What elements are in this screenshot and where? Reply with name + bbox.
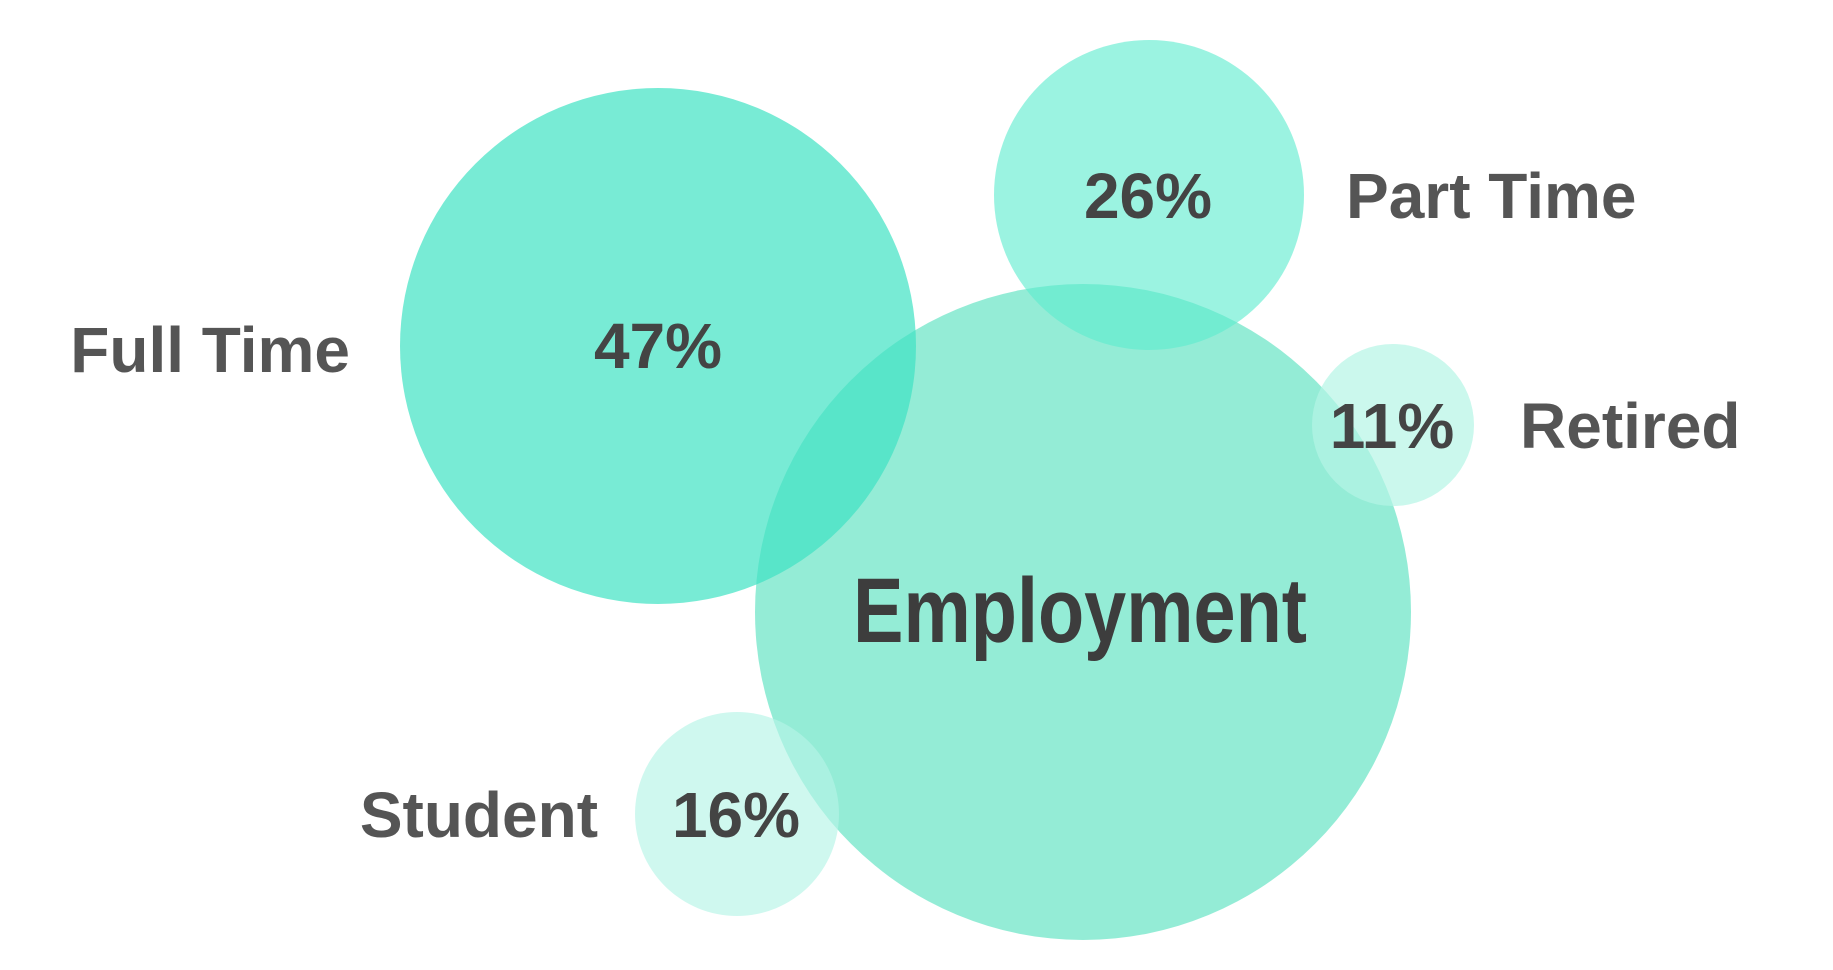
bubble-retired [1312,344,1474,506]
value-label-full-time: 47% [594,310,722,382]
bubble-employment [755,284,1411,940]
chart-title: Employment [853,560,1307,662]
category-label-retired: Retired [1520,390,1741,462]
value-label-student: 16% [672,779,800,851]
category-label-full-time: Full Time [70,314,350,386]
bubble-part-time [994,40,1304,350]
category-label-student: Student [360,779,598,851]
value-label-part-time: 26% [1084,160,1212,232]
value-label-retired: 11% [1330,390,1455,462]
category-label-part-time: Part Time [1346,160,1637,232]
bubble-full-time [400,88,916,604]
bubble-student [635,712,839,916]
